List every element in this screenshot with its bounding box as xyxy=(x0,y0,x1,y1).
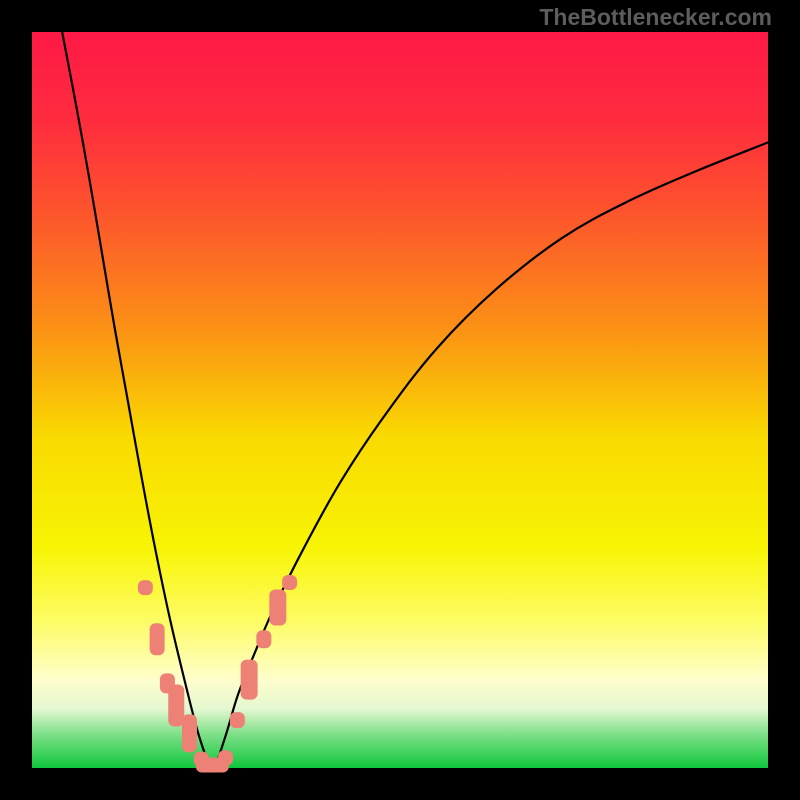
chart-frame: TheBottlenecker.com xyxy=(0,0,800,800)
plot-area xyxy=(32,32,768,768)
watermark-text: TheBottlenecker.com xyxy=(539,4,772,31)
